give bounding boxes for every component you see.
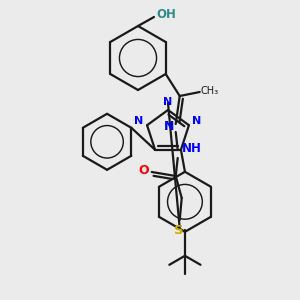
- Text: NH: NH: [182, 142, 202, 154]
- Text: CH₃: CH₃: [201, 86, 219, 96]
- Text: N: N: [164, 97, 172, 107]
- Text: N: N: [164, 121, 174, 134]
- Text: N: N: [134, 116, 144, 126]
- Text: N: N: [192, 116, 202, 126]
- Text: O: O: [138, 164, 149, 178]
- Text: S: S: [174, 224, 184, 236]
- Text: OH: OH: [156, 8, 176, 20]
